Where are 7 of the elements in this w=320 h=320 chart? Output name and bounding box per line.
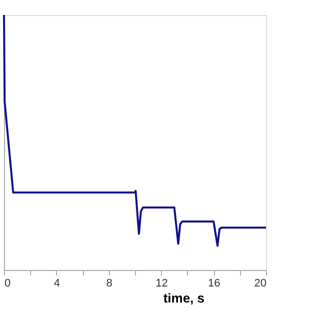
x-axis-title: time, s — [163, 290, 204, 306]
x-tick-label: 4 — [54, 278, 60, 290]
x-tick-label: 12 — [156, 278, 168, 290]
x-tick-label: 20 — [254, 278, 266, 290]
x-tick-label: 16 — [208, 278, 220, 290]
x-tick-label: 8 — [106, 278, 112, 290]
x-tick-label: 0 — [4, 278, 11, 290]
